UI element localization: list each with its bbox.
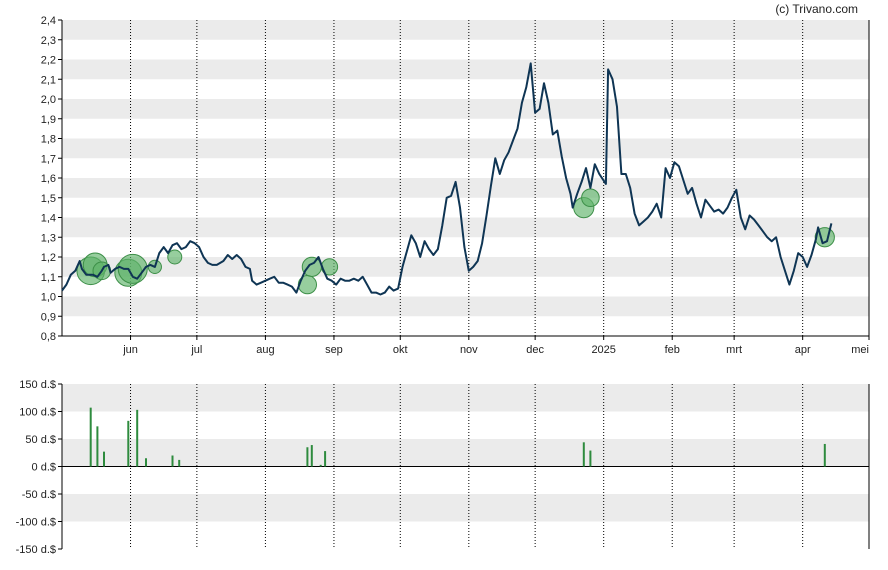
price-band <box>62 178 869 198</box>
volume-bar <box>127 420 130 467</box>
price-y-tick-label: 1,1 <box>41 272 56 284</box>
volume-band <box>62 384 869 412</box>
x-tick-label: sep <box>325 344 343 356</box>
volume-y-tick-label: -100 d.$ <box>16 517 56 529</box>
volume-band <box>62 439 869 467</box>
volume-bar <box>96 426 99 467</box>
source-credit: (c) Trivano.com <box>775 2 858 16</box>
volume-bar <box>178 459 181 467</box>
transaction-bubble <box>301 256 322 277</box>
x-tick-label: feb <box>665 344 680 356</box>
transaction-bubble <box>581 188 600 208</box>
month-tick-labels: jun jul aug sep okt nov dec 2025 feb mrt apr mei <box>122 344 869 356</box>
volume-y-tick-label: -50 d.$ <box>22 489 56 501</box>
volume-bar <box>582 442 585 467</box>
price-y-tick-label: 2,4 <box>41 15 56 27</box>
price-y-tick-label: 1,4 <box>41 213 56 225</box>
price-chart-bands <box>62 20 869 317</box>
x-tick-label: 2025 <box>591 344 615 356</box>
price-y-tick-label: 1,2 <box>41 252 56 264</box>
price-y-tick-label: 1,0 <box>41 292 56 304</box>
volume-bar <box>306 447 309 467</box>
volume-bar <box>103 451 105 467</box>
price-y-tick-label: 1,8 <box>41 134 56 146</box>
price-y-tick-label: 1,6 <box>41 173 56 185</box>
volume-y-tick-label: 150 d.$ <box>19 379 56 391</box>
price-y-tick-label: 1,9 <box>41 114 56 126</box>
volume-bar <box>823 443 826 467</box>
volume-y-tick-label: 0 d.$ <box>32 462 56 474</box>
price-band <box>62 296 869 317</box>
volume-bar <box>324 451 327 467</box>
price-line <box>61 62 833 296</box>
price-y-tick-label: 2,2 <box>41 55 56 67</box>
volume-bars <box>89 407 826 467</box>
price-band <box>62 59 869 80</box>
volume-y-tick-label: 50 d.$ <box>25 434 56 446</box>
x-tick-label: mei <box>851 344 869 356</box>
month-gridlines <box>130 20 804 549</box>
price-y-tick-label: 1,3 <box>41 232 56 244</box>
price-band <box>62 217 869 238</box>
price-band <box>62 99 869 119</box>
price-band <box>62 138 869 159</box>
price-y-tick-label: 2,3 <box>41 35 56 47</box>
price-y-tick-labels: 0,8 0,9 1,0 1,1 1,2 1,3 1,4 1,5 1,6 1,7 1,8 1,9 2,0 2… <box>41 15 56 343</box>
volume-bar <box>171 455 174 467</box>
price-y-tick-label: 0,8 <box>41 331 56 343</box>
x-tick-label: okt <box>393 344 408 356</box>
x-tick-label: dec <box>526 344 544 356</box>
price-y-tick-label: 2,1 <box>41 74 56 86</box>
price-y-tick-label: 2,0 <box>41 94 56 106</box>
x-tick-label: jul <box>190 344 202 356</box>
volume-bar <box>136 409 139 467</box>
volume-bar <box>145 458 147 467</box>
price-series <box>61 62 833 296</box>
x-tick-label: mrt <box>726 344 742 356</box>
volume-chart-bands <box>62 384 869 522</box>
price-band <box>62 20 869 40</box>
volume-band <box>62 494 869 522</box>
volume-bar <box>319 464 322 467</box>
transaction-bubble <box>167 249 183 265</box>
price-y-tick-label: 1,5 <box>41 193 56 205</box>
volume-bar <box>310 445 313 467</box>
price-band <box>62 257 869 277</box>
x-tick-label: aug <box>256 344 274 356</box>
x-tick-label: apr <box>795 344 811 356</box>
volume-y-tick-label: -150 d.$ <box>16 544 56 556</box>
price-y-tick-label: 1,7 <box>41 153 56 165</box>
x-tick-label: nov <box>460 344 478 356</box>
price-y-tick-label: 0,9 <box>41 311 56 323</box>
volume-bar <box>589 450 592 467</box>
axes <box>58 19 870 550</box>
volume-y-tick-labels: 150 d.$ 100 d.$ 50 d.$ 0 d.$ -50 d.$ -100 d.$… <box>16 379 56 556</box>
x-tick-label: jun <box>122 344 138 356</box>
volume-bar <box>89 407 92 467</box>
volume-y-tick-label: 100 d.$ <box>19 407 56 419</box>
